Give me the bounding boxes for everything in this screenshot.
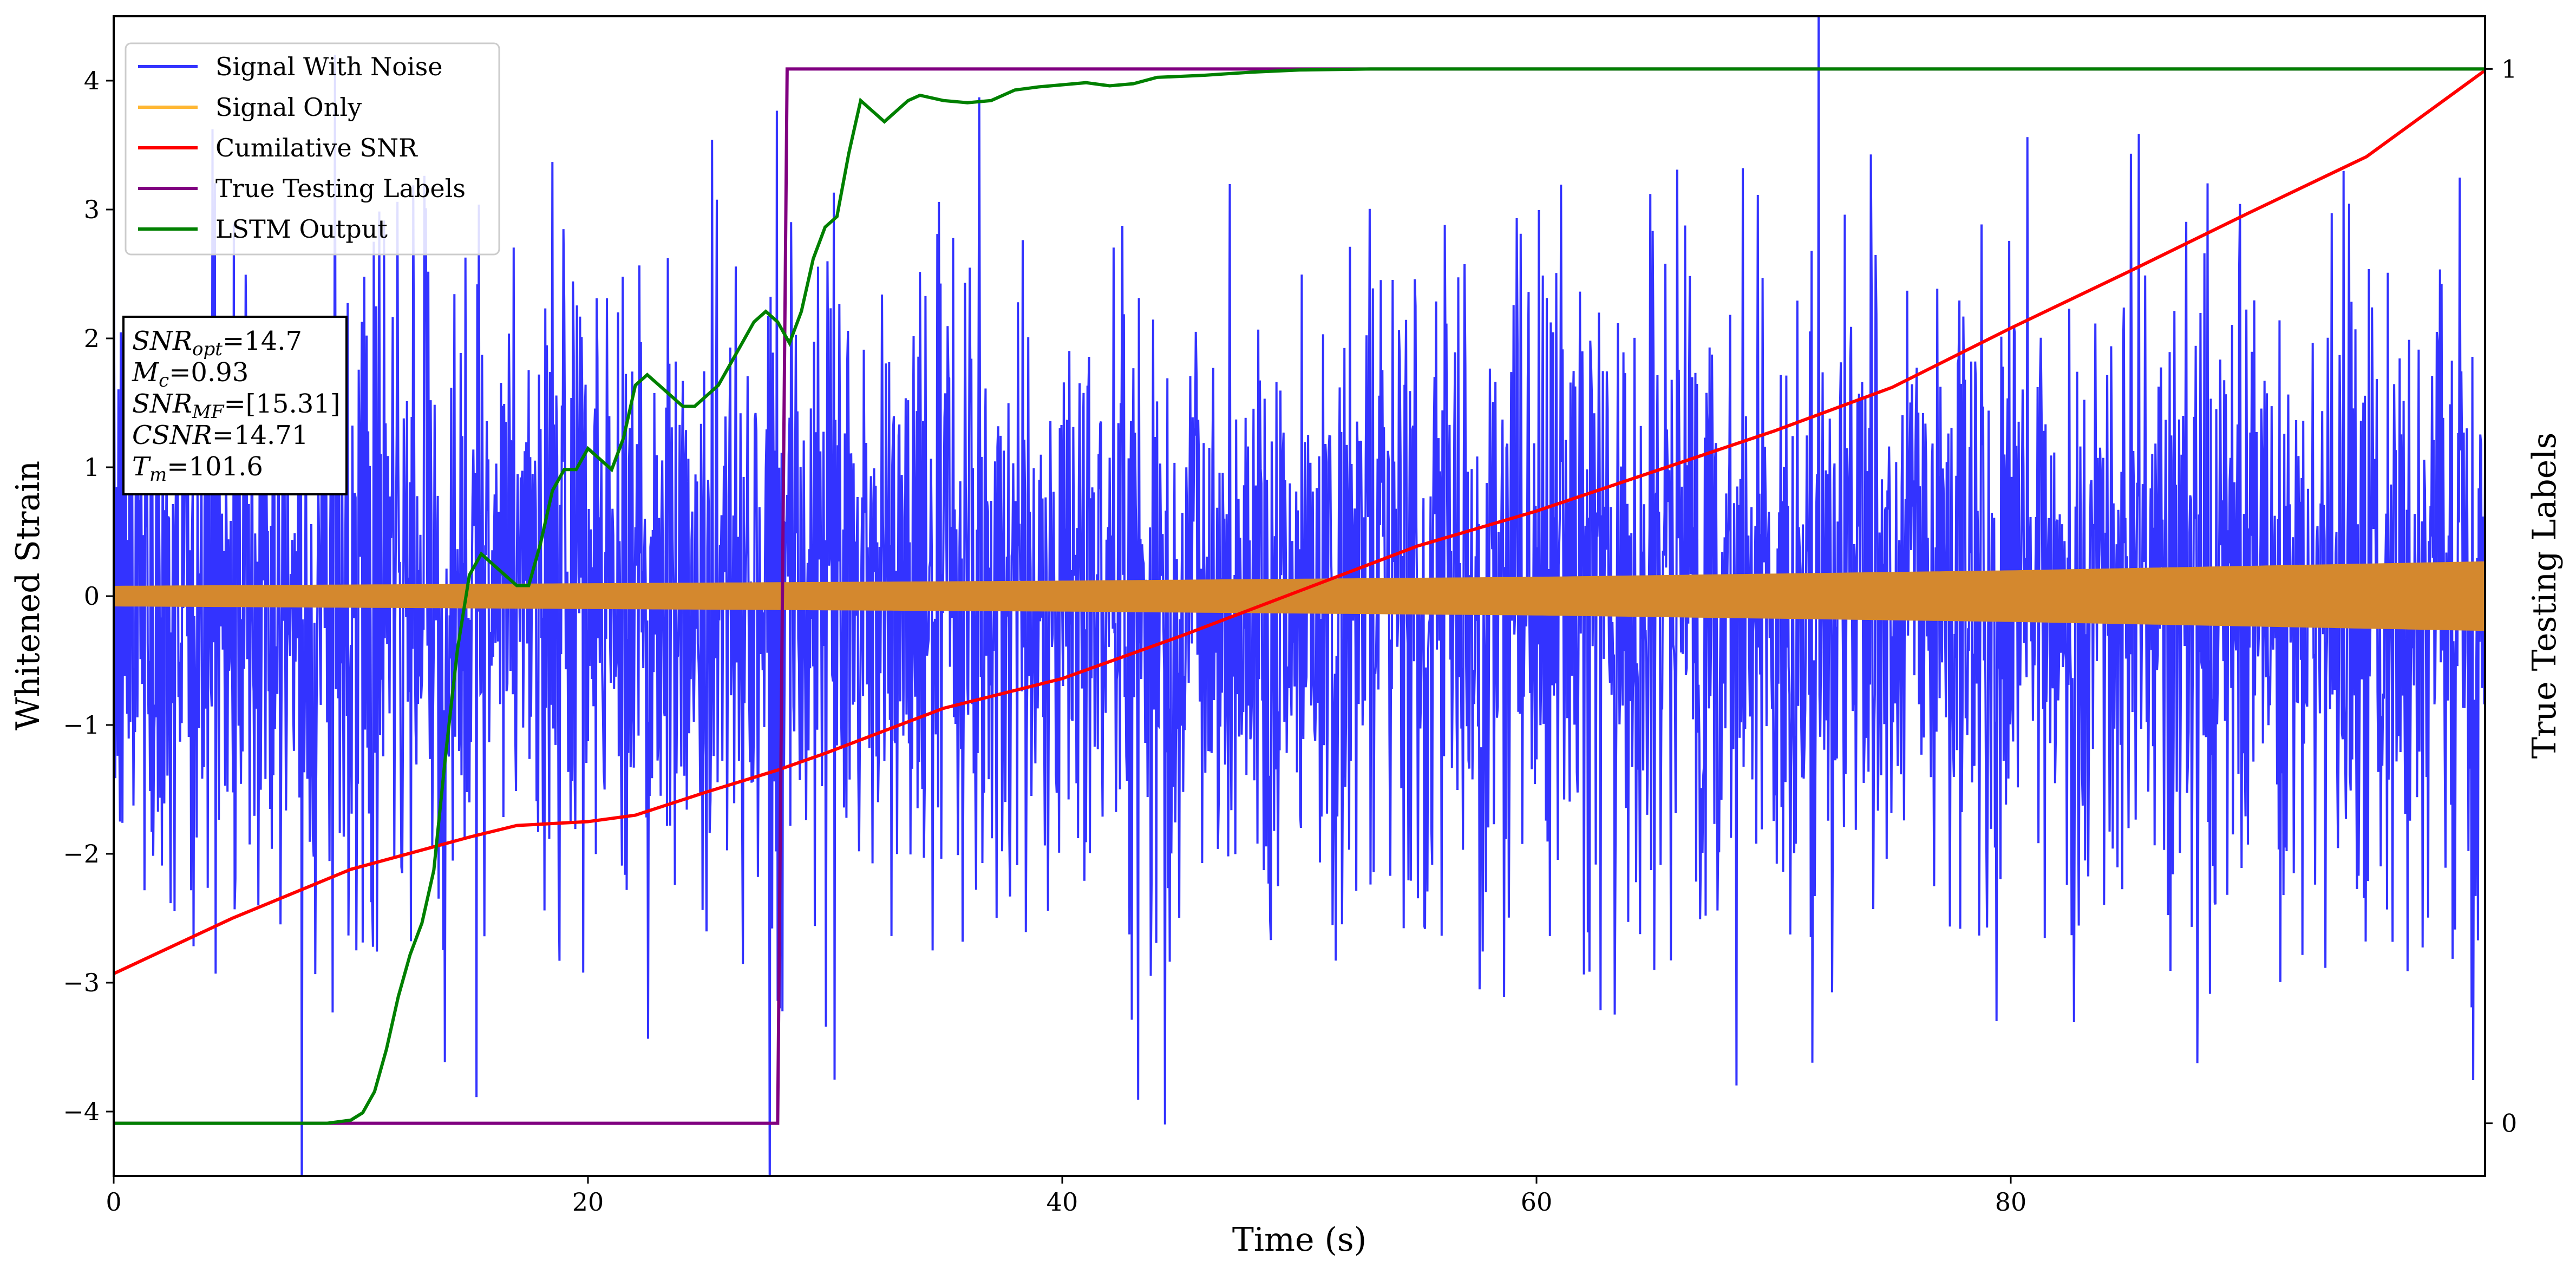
info-box-line: Mc=0.93 xyxy=(132,357,249,391)
legend-entry-label: Cumilative SNR xyxy=(215,133,418,162)
cumilative-snr-line xyxy=(114,69,2485,976)
right-y-tick-label: 0 xyxy=(2501,1109,2517,1138)
right-y-tick-label: 1 xyxy=(2501,54,2517,83)
legend-frame xyxy=(125,42,500,256)
info-box-line: SNRMF=[15.31] xyxy=(132,389,341,423)
lstm-output-series xyxy=(114,67,2485,1125)
y-tick-label: −1 xyxy=(63,710,100,740)
y-tick-label: 3 xyxy=(84,195,100,224)
signal-with-noise-line xyxy=(114,16,2485,1176)
x-tick-label: 0 xyxy=(106,1187,121,1217)
x-axis-label: Time (s) xyxy=(1232,1221,1367,1259)
legend-entry-label: LSTM Output xyxy=(215,214,388,244)
x-tick-label: 20 xyxy=(572,1187,604,1217)
right-y-axis-ticks: 01 xyxy=(2485,54,2517,1138)
y-axis-label: Whitened Strain xyxy=(9,461,47,730)
y-tick-label: 2 xyxy=(84,324,100,353)
x-tick-label: 80 xyxy=(1995,1187,2027,1217)
info-box-line: CSNR=14.71 xyxy=(132,420,308,450)
legend: Signal With Noise Signal Only Cumilative S… xyxy=(125,42,500,256)
legend-entry-label: Signal With Noise xyxy=(215,52,442,81)
x-tick-label: 40 xyxy=(1047,1187,1078,1217)
signal-with-noise-series xyxy=(114,16,2485,1176)
y-tick-label: −4 xyxy=(63,1097,100,1126)
y-axis-ticks: −4 −3 −2 −1 0 1 2 3 4 xyxy=(63,66,114,1126)
cumilative-snr-series xyxy=(114,69,2485,976)
info-box-line: Tm=101.6 xyxy=(132,452,263,486)
info-box-line: SNRopt=14.7 xyxy=(132,326,302,360)
info-box-frame xyxy=(122,316,348,495)
lstm-output-line xyxy=(114,67,2485,1125)
signal-only-series xyxy=(114,561,2485,631)
y-tick-label: 1 xyxy=(84,453,100,482)
info-box: SNRopt=14.7Mc=0.93SNRMF=[15.31]CSNR=14.7… xyxy=(122,316,348,495)
x-axis-ticks: 0 20 40 60 80 xyxy=(106,1176,2026,1217)
y-tick-label: −3 xyxy=(63,968,100,997)
x-tick-label: 60 xyxy=(1521,1187,1553,1217)
signal-only-band xyxy=(114,561,2485,631)
right-y-axis-label: True Testing Labels xyxy=(2526,433,2564,759)
plot-area xyxy=(114,16,2485,1176)
y-tick-label: 4 xyxy=(84,66,100,95)
y-tick-label: −2 xyxy=(63,839,100,868)
legend-entry-label: True Testing Labels xyxy=(215,174,466,203)
legend-entry-label: Signal Only xyxy=(215,93,362,122)
y-tick-label: 0 xyxy=(84,582,100,611)
